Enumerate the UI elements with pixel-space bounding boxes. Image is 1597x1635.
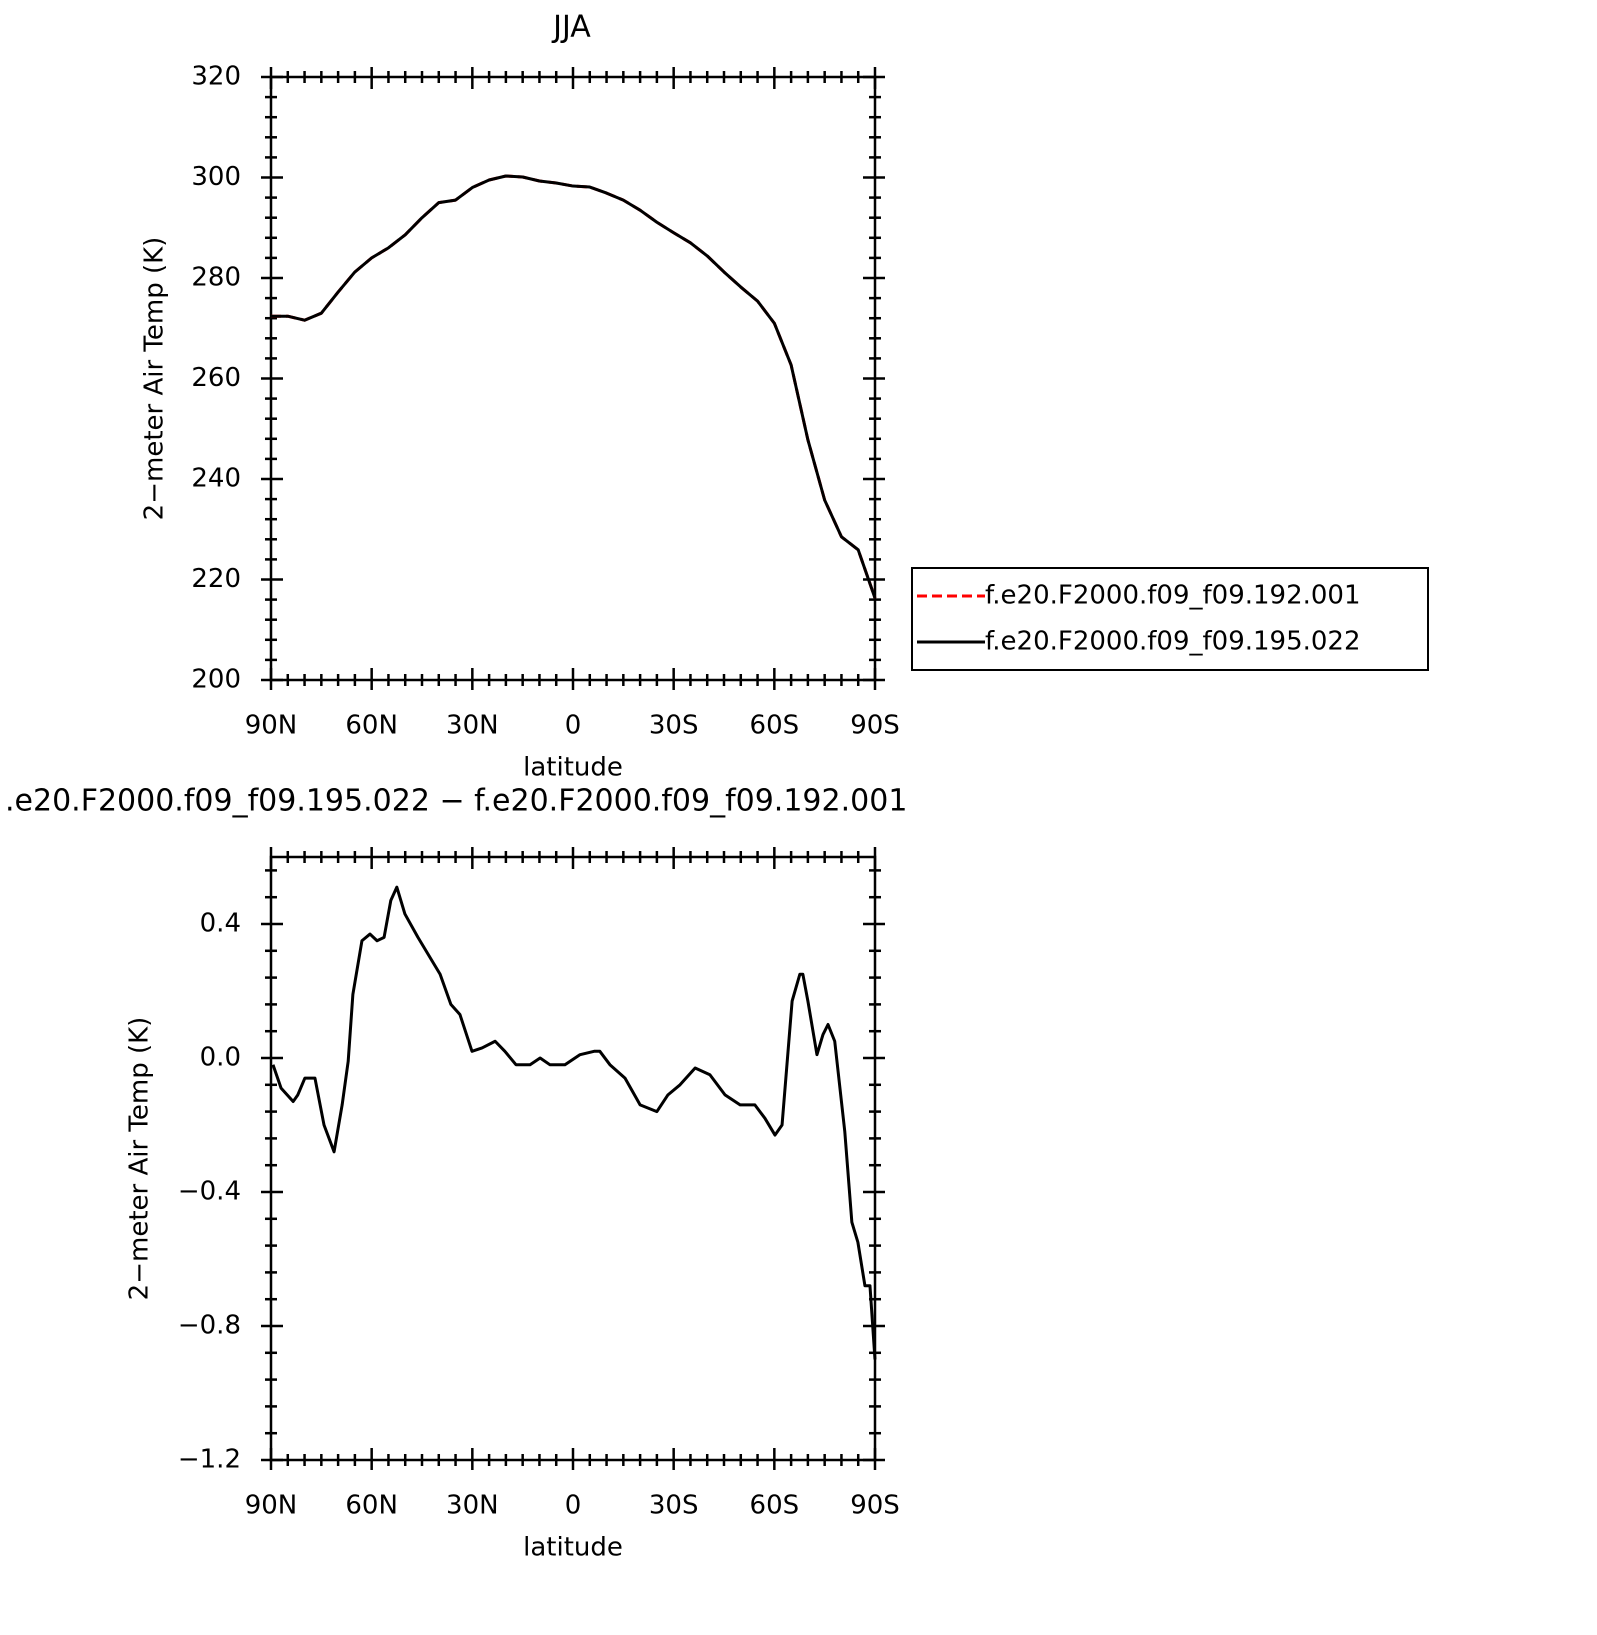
plot-frame [269, 75, 877, 682]
x-tick-label: 0 [565, 1491, 582, 1521]
legend-box [911, 567, 1429, 671]
y-tick-label: 260 [191, 363, 241, 393]
legend: f.e20.F2000.f09_f09.192.001 f.e20.F2000.f… [911, 567, 1429, 671]
y-tick-label: −0.8 [178, 1311, 241, 1341]
x-tick-label: 60S [750, 711, 800, 741]
y-axis-label: 2−meter Air Temp (K) [125, 1017, 155, 1301]
x-axis-label: latitude [523, 753, 623, 783]
data-line [271, 174, 877, 599]
y-tick-label: 200 [191, 665, 241, 695]
x-tick-label: 30N [446, 1491, 499, 1521]
x-tick-label: 90S [850, 711, 900, 741]
y-tick-label: 220 [191, 564, 241, 594]
x-tick-label: 90N [245, 1491, 298, 1521]
x-tick-label: 90N [245, 711, 298, 741]
x-tick-label: 30S [649, 711, 699, 741]
y-tick-label: 240 [191, 464, 241, 494]
legend-label: f.e20.F2000.f09_f09.192.001 [985, 581, 1361, 611]
x-tick-label: 30N [446, 711, 499, 741]
y-axis-label: 2−meter Air Temp (K) [140, 237, 170, 521]
x-tick-label: 60S [750, 1491, 800, 1521]
y-tick-label: 0.4 [200, 909, 241, 939]
y-tick-label: −1.2 [178, 1445, 241, 1475]
chart-title: .e20.F2000.f09_f09.195.022 − f.e20.F2000… [5, 784, 907, 819]
data-line [271, 885, 877, 1360]
y-tick-label: −0.4 [178, 1177, 241, 1207]
y-tick-label: 320 [191, 62, 241, 92]
y-tick-label: 300 [191, 162, 241, 192]
y-tick-label: 0.0 [200, 1043, 241, 1073]
data-line [271, 174, 877, 599]
legend-label: f.e20.F2000.f09_f09.195.022 [985, 627, 1361, 657]
x-tick-label: 60N [345, 711, 398, 741]
x-tick-label: 0 [565, 711, 582, 741]
x-tick-label: 30S [649, 1491, 699, 1521]
x-tick-label: 90S [850, 1491, 900, 1521]
x-axis-label: latitude [523, 1533, 623, 1563]
y-tick-label: 280 [191, 263, 241, 293]
x-tick-label: 60N [345, 1491, 398, 1521]
chart-title: JJA [551, 10, 591, 45]
